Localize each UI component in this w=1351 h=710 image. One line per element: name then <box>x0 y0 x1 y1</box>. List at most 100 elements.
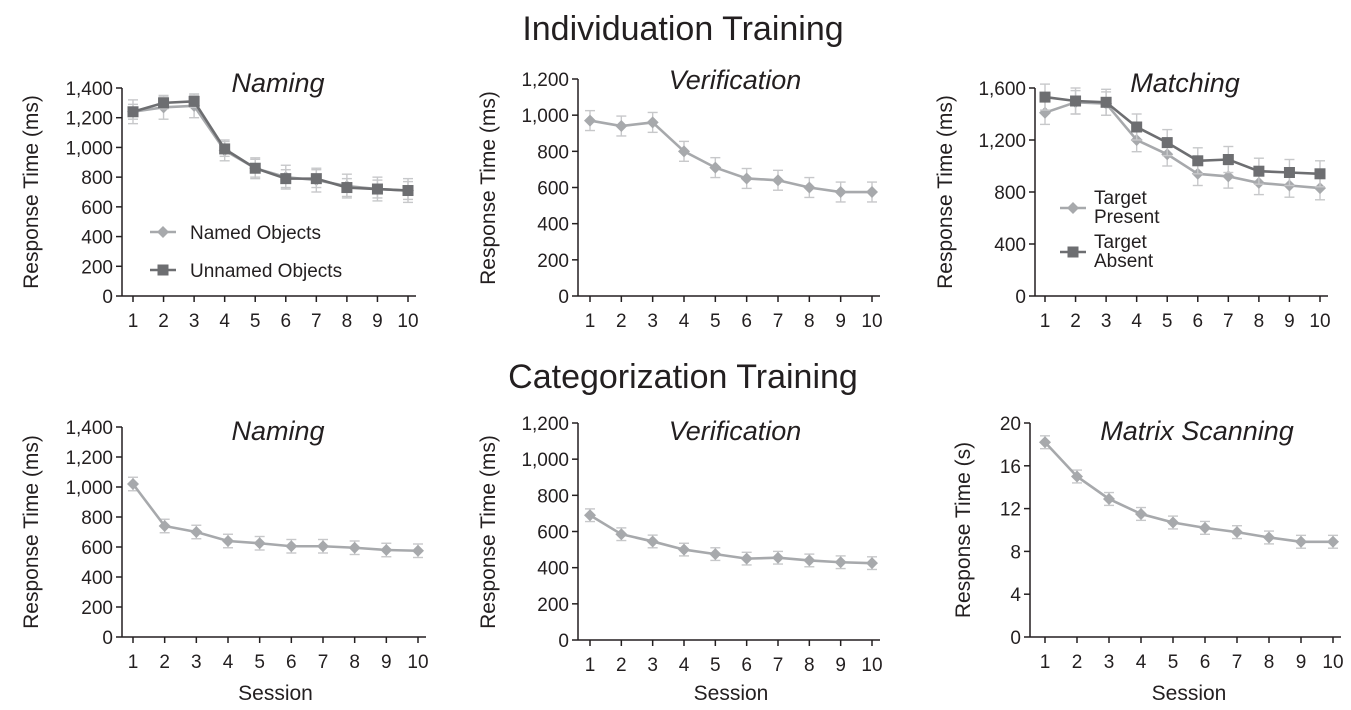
data-point <box>1222 154 1234 165</box>
data-point <box>834 556 847 569</box>
chart-series <box>1039 89 1326 201</box>
data-point <box>1192 155 1204 167</box>
data-point <box>1263 531 1275 544</box>
y-tick-label: 800 <box>537 142 569 163</box>
y-axis-label: Response Time (s) <box>952 442 975 618</box>
x-tick-label: 7 <box>311 311 322 332</box>
x-tick-label: 5 <box>250 311 261 332</box>
x-tick-label: 7 <box>1232 652 1243 673</box>
x-tick-label: 5 <box>710 311 721 332</box>
y-tick-label: 8 <box>1010 542 1021 563</box>
y-tick-label: 4 <box>1010 585 1021 606</box>
x-tick-label: 5 <box>1162 311 1173 332</box>
y-tick-label: 200 <box>81 598 113 619</box>
panel-title: Naming <box>231 416 324 446</box>
y-tick-label: 600 <box>537 179 569 200</box>
y-tick-label: 0 <box>558 631 569 652</box>
data-point <box>285 540 298 553</box>
x-tick-label: 4 <box>679 311 690 332</box>
x-tick-label: 6 <box>286 652 297 673</box>
x-tick-label: 4 <box>1136 652 1147 673</box>
y-tick-label: 1,000 <box>65 478 113 499</box>
data-point <box>280 173 292 185</box>
x-tick-label: 3 <box>647 655 658 676</box>
y-tick-label: 400 <box>81 228 113 249</box>
data-point <box>1283 167 1295 178</box>
panel-title: Verification <box>669 65 802 95</box>
chart-legend: Named Objects Unnamed Objects <box>150 223 342 282</box>
data-point <box>615 120 628 133</box>
x-tick-label: 7 <box>318 652 329 673</box>
x-tick-label: 7 <box>773 655 784 676</box>
x-tick-label: 10 <box>861 311 882 332</box>
x-tick-label: 8 <box>1254 311 1265 332</box>
y-tick-label: 600 <box>537 523 569 544</box>
data-point <box>249 162 261 174</box>
y-axis-label: Response Time (ms) <box>477 91 500 285</box>
data-point <box>348 541 361 554</box>
x-tick-label: 2 <box>616 311 627 332</box>
x-tick-label: 2 <box>1072 652 1083 673</box>
x-tick-label: 8 <box>349 652 360 673</box>
data-point <box>253 537 266 550</box>
x-tick-label: 6 <box>741 655 752 676</box>
x-axis-label: Session <box>1152 682 1227 705</box>
y-tick-label: 1,000 <box>521 106 569 127</box>
y-tick-label: 12 <box>1000 500 1021 521</box>
chart-series <box>127 93 414 204</box>
data-point <box>740 552 753 565</box>
data-point <box>1103 492 1115 505</box>
chart-series <box>127 94 414 201</box>
x-tick-label: 3 <box>647 311 658 332</box>
y-tick-label: 20 <box>1000 414 1021 435</box>
x-tick-label: 7 <box>773 311 784 332</box>
y-tick-label: 0 <box>1010 628 1021 649</box>
data-point <box>1100 96 1112 108</box>
data-point <box>709 161 722 174</box>
x-tick-label: 8 <box>804 311 815 332</box>
chart-series <box>1039 435 1339 549</box>
x-tick-label: 4 <box>679 655 690 676</box>
y-tick-label: 400 <box>537 559 569 580</box>
legend-swatch-marker <box>1067 202 1079 214</box>
data-point <box>190 526 203 538</box>
data-point <box>380 544 393 556</box>
legend-swatch-marker <box>157 226 169 238</box>
x-tick-label: 8 <box>342 311 353 332</box>
data-point <box>1039 91 1051 103</box>
y-tick-label: 1,200 <box>65 448 113 469</box>
x-tick-label: 4 <box>219 311 230 332</box>
y-tick-label: 1,400 <box>65 79 113 100</box>
x-tick-label: 10 <box>397 311 418 332</box>
data-point <box>772 551 784 564</box>
x-tick-label: 8 <box>804 655 815 676</box>
data-point <box>584 114 596 127</box>
series-line <box>1044 95 1321 176</box>
data-point <box>402 185 414 197</box>
y-tick-label: 600 <box>81 198 113 219</box>
y-tick-label: 1,200 <box>521 414 569 435</box>
legend-label: Unnamed Objects <box>190 261 342 282</box>
x-tick-label: 10 <box>861 655 882 676</box>
data-point <box>310 173 322 185</box>
x-tick-label: 9 <box>372 311 383 332</box>
chart-panel: 0 200 400 600 800 1,000 1,200 1,400 1 2 3 4 5 6 7 8 9 10 N… <box>20 68 419 332</box>
series-line <box>589 514 873 565</box>
panel-title: Verification <box>669 416 802 446</box>
data-point <box>1199 521 1211 534</box>
x-tick-label: 5 <box>710 655 721 676</box>
x-tick-label: 6 <box>741 311 752 332</box>
x-tick-label: 1 <box>585 311 596 332</box>
data-point <box>772 174 784 187</box>
x-tick-label: 9 <box>1284 311 1295 332</box>
data-point <box>371 183 383 195</box>
x-tick-label: 8 <box>1264 652 1275 673</box>
x-tick-label: 3 <box>189 311 200 332</box>
x-tick-label: 1 <box>128 652 139 673</box>
x-tick-label: 3 <box>1101 311 1112 332</box>
x-tick-label: 9 <box>835 311 846 332</box>
